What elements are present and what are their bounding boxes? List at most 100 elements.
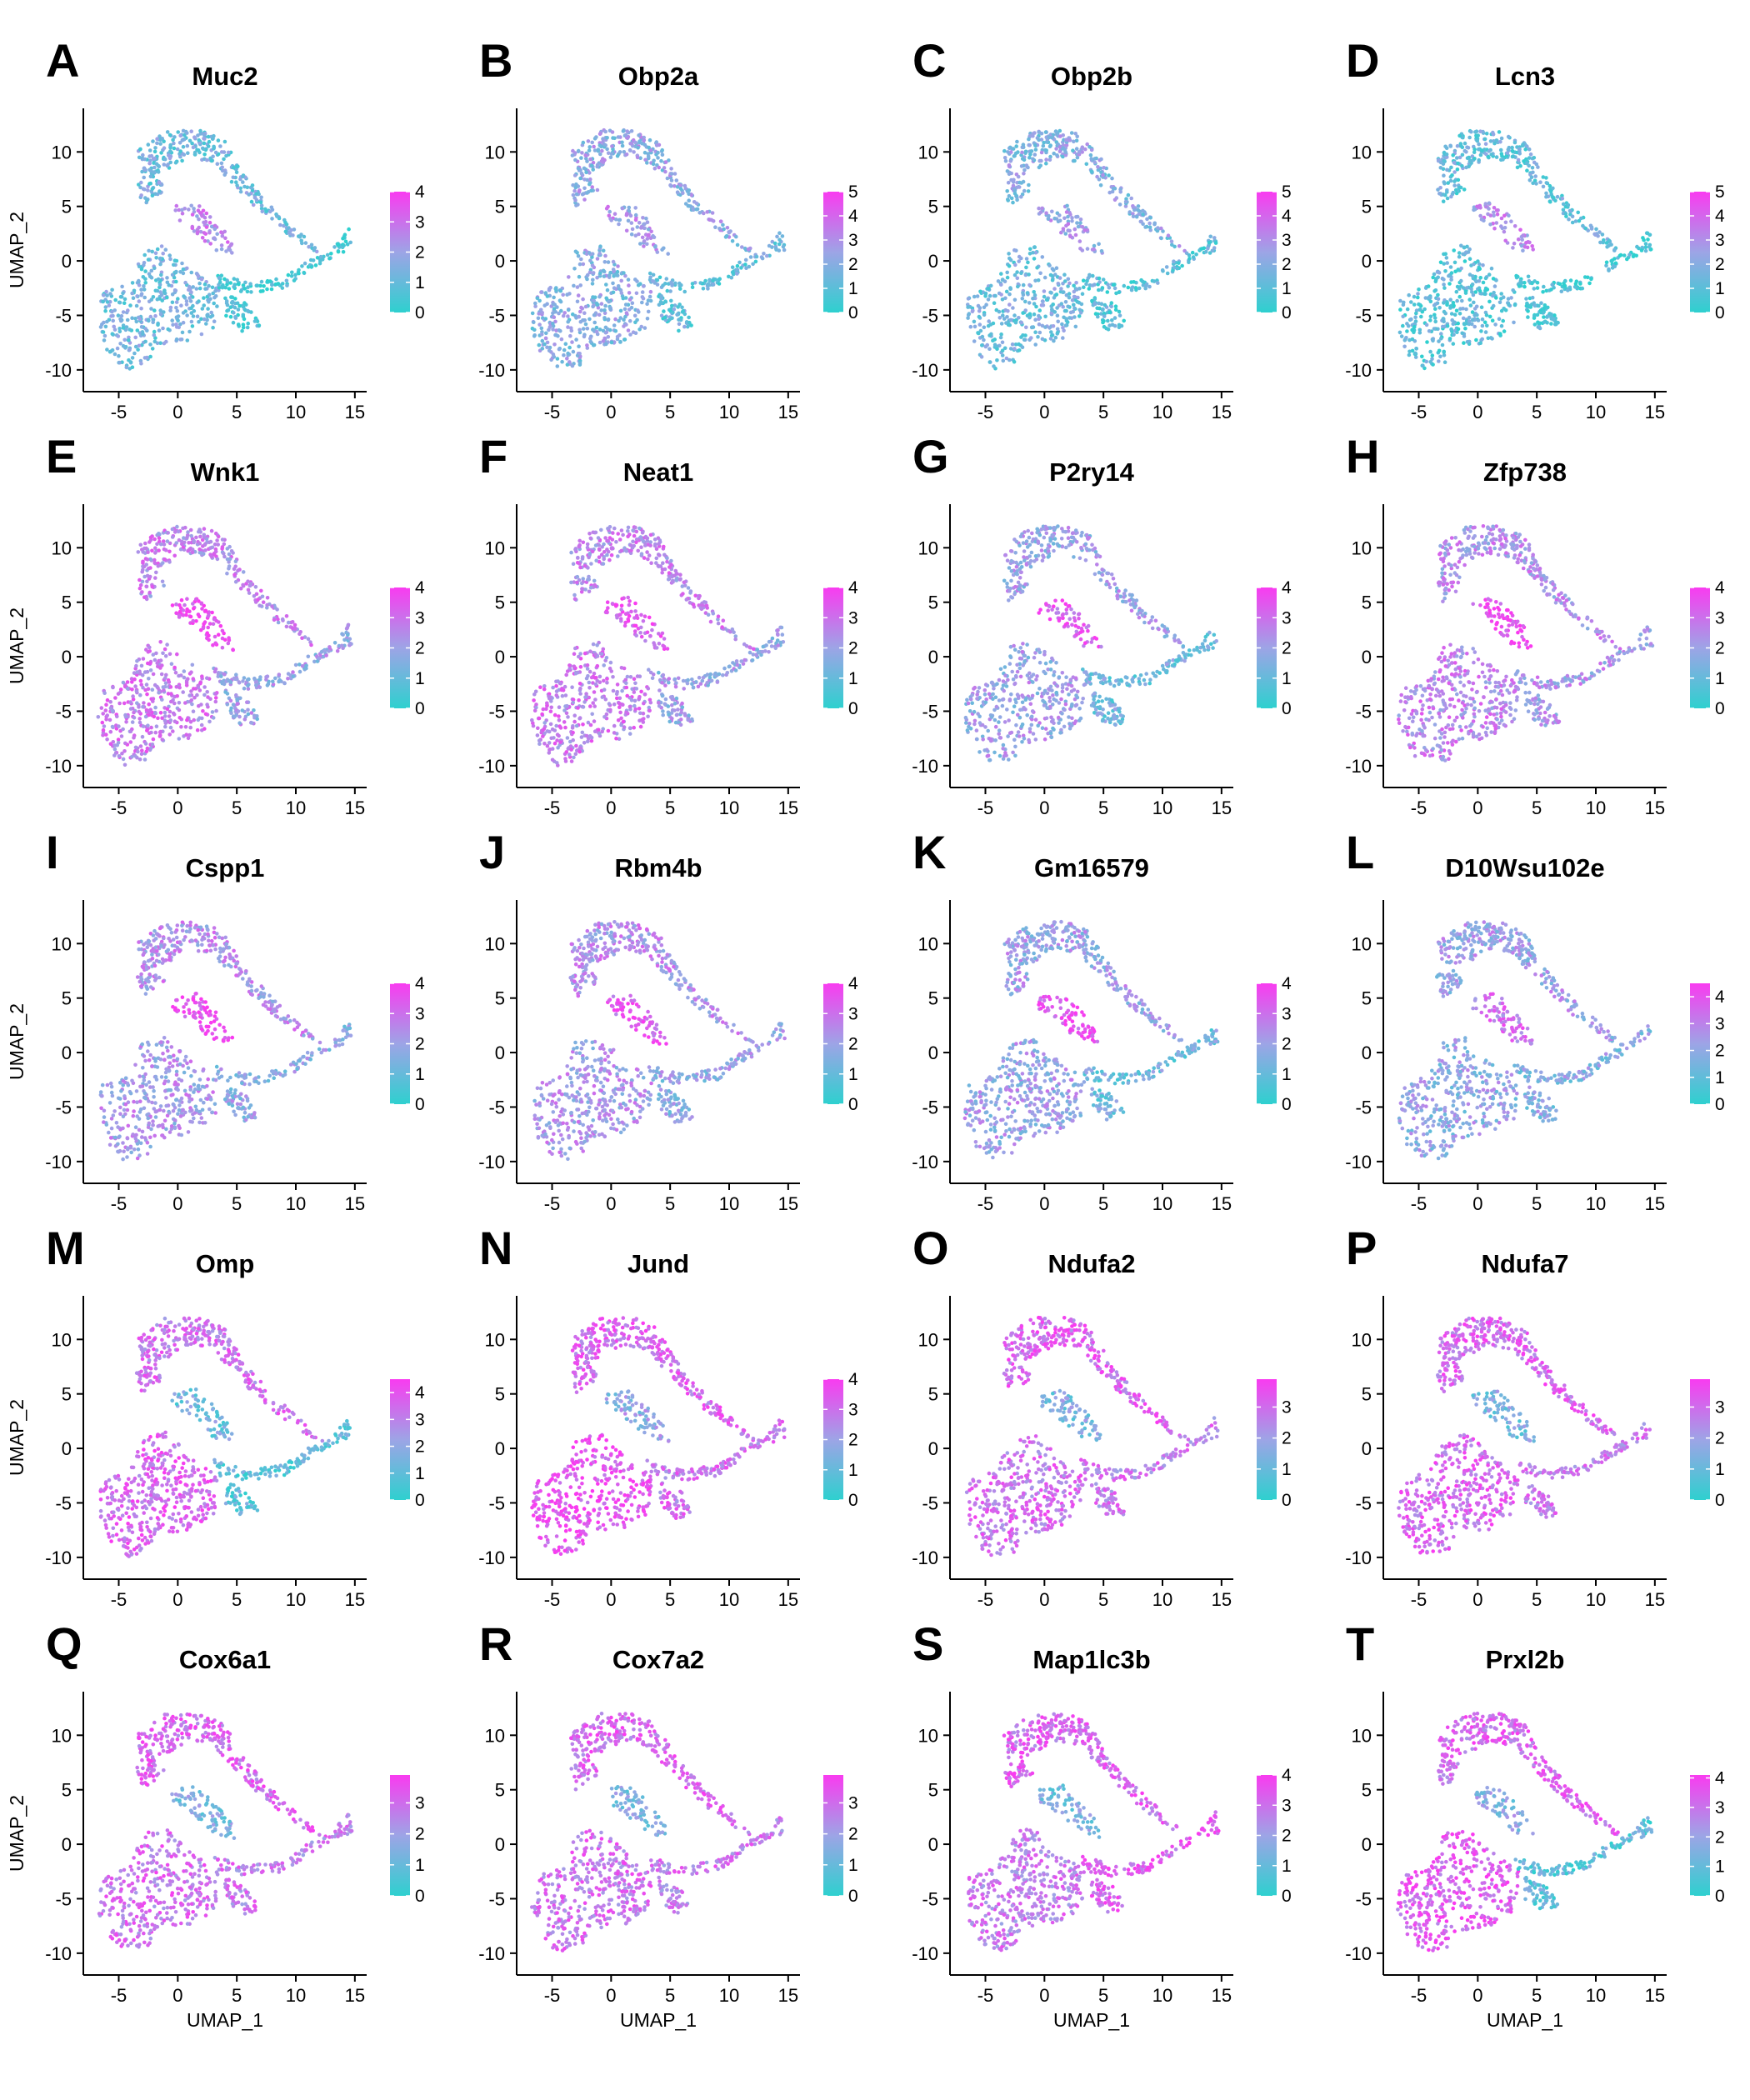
cell-point (222, 542, 227, 547)
cell-point (168, 550, 172, 554)
cell-point (189, 720, 193, 724)
cell-point (208, 292, 212, 297)
cell-point (1453, 312, 1458, 317)
cell-point (1145, 218, 1149, 222)
cell-point (1574, 219, 1578, 223)
cell-point (197, 612, 201, 617)
cell-point (156, 248, 160, 252)
cell-point (1502, 295, 1506, 299)
cell-point (192, 607, 196, 611)
cell-point (170, 662, 174, 666)
cell-point (1409, 300, 1413, 304)
cell-point (1003, 156, 1008, 160)
cell-point (1522, 285, 1527, 289)
cell-point (281, 282, 285, 286)
cell-point (664, 160, 668, 164)
cell-point (126, 680, 130, 684)
cell-point (249, 290, 253, 294)
cell-point (162, 558, 167, 562)
cell-point (189, 306, 193, 310)
cell-point (185, 718, 189, 722)
cell-point (1148, 225, 1152, 229)
cell-point (1502, 230, 1507, 234)
cell-point (1019, 272, 1023, 276)
cell-point (1401, 315, 1405, 319)
cell-point (178, 338, 182, 342)
cell-point (1072, 295, 1077, 299)
cell-point (1481, 318, 1485, 322)
cell-point (239, 289, 243, 293)
cell-point (302, 271, 306, 275)
cell-point (1483, 321, 1488, 325)
cell-point (1625, 258, 1629, 262)
cell-point (1208, 235, 1212, 239)
cell-point (202, 132, 207, 137)
cell-point (188, 726, 192, 730)
cell-point (119, 319, 123, 323)
cell-point (252, 677, 257, 681)
cell-point (537, 312, 541, 316)
colorbar (1690, 192, 1710, 312)
cell-point (1458, 312, 1462, 316)
cell-point (1612, 248, 1617, 252)
cell-point (577, 254, 581, 258)
cell-point (592, 719, 597, 723)
cell-point (192, 135, 197, 139)
cell-point (568, 334, 572, 338)
cell-point (182, 207, 187, 211)
cell-point (536, 733, 540, 738)
cell-point (1431, 338, 1435, 342)
cell-point (347, 623, 351, 628)
cell-point (1462, 322, 1467, 327)
cell-point (988, 333, 992, 338)
cell-point (1531, 166, 1535, 170)
cell-point (1405, 329, 1409, 333)
cell-point (627, 283, 631, 288)
cell-point (117, 692, 121, 696)
cell-point (999, 272, 1003, 276)
cell-point (1433, 320, 1438, 324)
cell-point (624, 302, 628, 307)
cell-point (129, 730, 133, 734)
cell-point (532, 334, 537, 338)
cell-point (1501, 319, 1505, 323)
cell-point (182, 294, 186, 298)
cell-point (622, 271, 626, 275)
cell-point (202, 296, 206, 300)
cell-point (539, 308, 543, 312)
cell-point (1008, 302, 1012, 307)
y-tick-label: 5 (1362, 197, 1372, 218)
y-tick-label: -5 (55, 701, 72, 722)
cell-point (1513, 224, 1518, 228)
cell-point (1607, 244, 1611, 248)
cell-point (1475, 305, 1479, 309)
x-tick-label: 0 (172, 798, 182, 818)
panel-title: Muc2 (192, 62, 258, 91)
cell-point (1068, 316, 1072, 320)
cell-point (212, 147, 216, 151)
cell-point (649, 299, 653, 303)
cell-point (1481, 324, 1485, 328)
cell-point (1456, 168, 1460, 172)
cell-point (152, 170, 156, 174)
cell-point (1438, 271, 1442, 275)
cell-point (1001, 278, 1005, 282)
cell-point (286, 677, 290, 681)
cell-point (182, 152, 187, 157)
cell-point (246, 579, 250, 583)
cell-point (1132, 208, 1137, 212)
cell-point (1065, 204, 1069, 208)
cell-point (652, 162, 656, 167)
cell-point (201, 709, 205, 713)
cell-point (1478, 206, 1482, 210)
cell-point (636, 225, 640, 229)
cell-point (698, 211, 702, 215)
cell-point (232, 573, 237, 578)
cell-point (145, 749, 149, 753)
cell-point (1074, 233, 1078, 238)
cell-point (602, 142, 607, 147)
cell-point (148, 662, 152, 666)
cell-point (152, 333, 157, 338)
cell-point (631, 301, 635, 305)
cell-point (588, 148, 592, 152)
